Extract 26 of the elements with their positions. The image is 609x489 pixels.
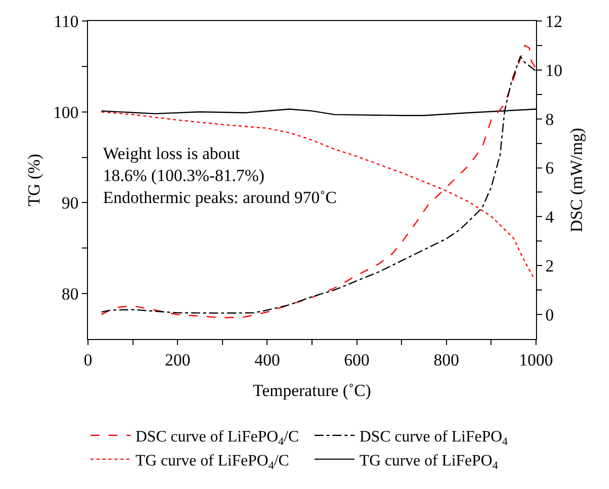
y2-tick-label: 0 [545, 305, 554, 324]
legend-label: TG curve of LiFePO$_{4}$ [360, 452, 498, 472]
line-series [100, 111, 534, 279]
y-tick-label: 90 [62, 194, 79, 213]
y-tick-label: 100 [53, 102, 79, 122]
y-tick-label: 110 [54, 12, 79, 31]
legend-label: TG curve of LiFePO$_{4}$/C [136, 452, 290, 472]
y2-tick-label: 12 [545, 12, 562, 31]
y2-tick-label: 8 [545, 110, 554, 129]
x-tick-label: 1000 [519, 350, 553, 370]
y-tick-label: 80 [62, 284, 79, 304]
y2-tick-label: 6 [545, 158, 554, 178]
y2-tick-label: 10 [545, 60, 562, 80]
y-axis-title: TG (%) [24, 154, 44, 206]
x-axis-title: Temperature (˚C) [252, 380, 372, 400]
y2-tick-label: 4 [545, 208, 554, 227]
legend-label: DSC curve of LiFePO$_{4}$/C [136, 428, 299, 448]
legend-label: DSC curve of LiFePO$_{4}$ [360, 428, 508, 448]
x-tick-label: 200 [164, 350, 190, 370]
x-tick-label: 400 [254, 350, 280, 370]
x-tick-label: 0 [84, 350, 92, 370]
x-tick-label: 800 [434, 350, 460, 370]
y2-axis-title: DSC (mW/mg) [566, 128, 586, 232]
annotation: Weight loss is about 18.6% (100.3%-81.7%) Endothermic peaks: around 970˚C [103, 144, 337, 208]
y2-tick-label: 2 [545, 256, 554, 276]
x-tick-label: 600 [344, 350, 370, 370]
